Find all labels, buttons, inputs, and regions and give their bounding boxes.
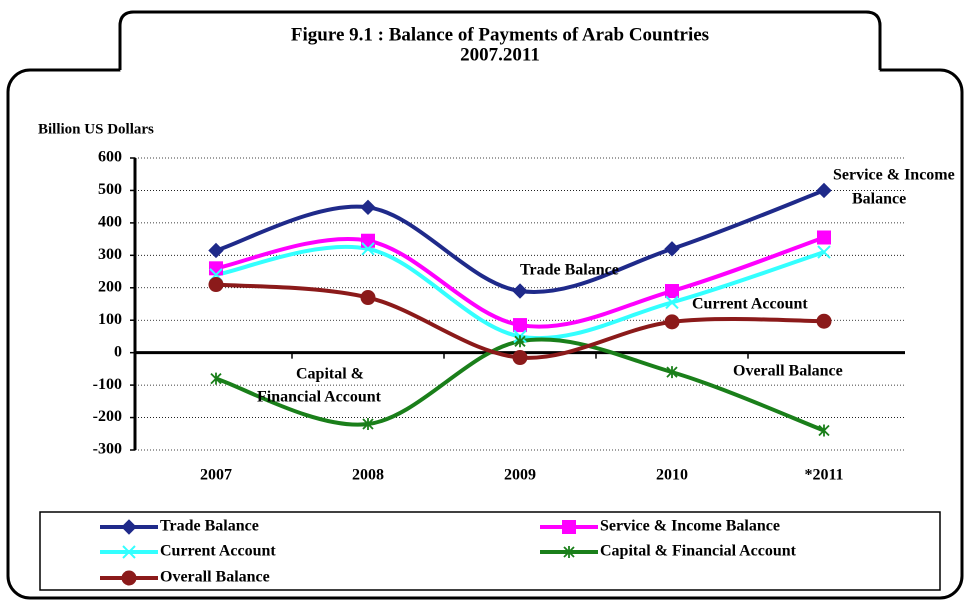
y-tick-label: 300	[98, 246, 122, 263]
marker	[512, 283, 528, 299]
annotation: Service & Income	[833, 167, 955, 184]
marker	[563, 546, 575, 558]
marker	[817, 245, 831, 259]
annotation: Current Account	[692, 296, 808, 313]
marker	[121, 570, 137, 586]
y-tick-label: 500	[98, 181, 122, 198]
annotation: Financial Account	[257, 389, 382, 406]
marker	[121, 519, 137, 535]
marker	[513, 318, 527, 333]
marker	[362, 418, 374, 431]
y-tick-label: 400	[98, 214, 122, 231]
x-tick-label: 2010	[656, 467, 688, 484]
marker	[360, 199, 376, 216]
marker	[208, 242, 224, 259]
legend-label: Service & Income Balance	[600, 518, 780, 535]
marker	[665, 284, 679, 299]
y-tick-label: 100	[98, 311, 122, 328]
chart-title: Figure 9.1 : Balance of Payments of Arab…	[291, 24, 709, 45]
marker	[122, 545, 136, 559]
annotation: Trade Balance	[520, 262, 619, 279]
legend-label: Capital & Financial Account	[600, 543, 797, 560]
marker	[209, 261, 223, 276]
marker	[665, 295, 679, 310]
x-tick-label: *2011	[804, 467, 843, 484]
x-tick-label: 2009	[504, 467, 536, 484]
y-tick-label: 0	[114, 343, 122, 360]
y-axis-label: Billion US Dollars	[38, 121, 154, 137]
marker	[360, 290, 376, 306]
marker	[361, 242, 375, 256]
y-tick-label: -300	[93, 441, 122, 458]
marker	[816, 313, 832, 329]
title-box-fill	[120, 12, 880, 82]
marker	[666, 366, 678, 379]
annotation: Overall Balance	[733, 363, 843, 380]
marker	[818, 424, 830, 437]
y-tick-label: -100	[93, 376, 122, 393]
legend-label: Overall Balance	[160, 569, 270, 586]
marker	[664, 241, 680, 257]
legend-label: Current Account	[160, 543, 276, 560]
marker	[512, 350, 528, 366]
x-tick-label: 2007	[200, 467, 232, 484]
legend-box	[39, 511, 941, 591]
x-tick-label: 2008	[352, 467, 384, 484]
marker	[562, 520, 576, 534]
marker	[210, 372, 222, 385]
marker	[664, 314, 680, 330]
marker	[514, 335, 526, 348]
marker	[361, 233, 375, 248]
title-box-border	[118, 10, 882, 70]
y-tick-label: -200	[93, 408, 122, 425]
legend-label: Trade Balance	[160, 518, 259, 535]
marker	[816, 182, 832, 199]
y-tick-label: 200	[98, 278, 122, 295]
annotation: Capital &	[296, 366, 364, 383]
marker	[817, 230, 831, 245]
chart-subtitle: 2007.2011	[460, 44, 540, 65]
marker	[208, 277, 224, 293]
y-tick-label: 600	[98, 149, 122, 166]
annotation: Balance	[852, 191, 906, 208]
